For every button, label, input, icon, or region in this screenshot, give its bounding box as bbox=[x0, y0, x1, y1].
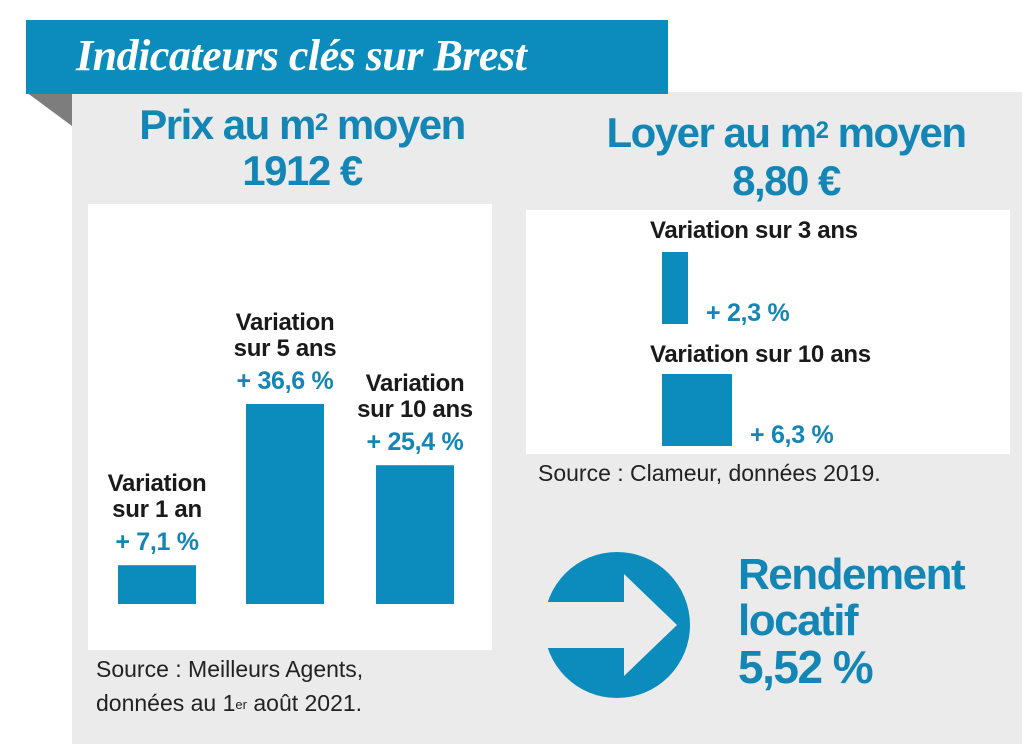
bar-3 bbox=[376, 465, 454, 604]
bar-2 bbox=[246, 404, 324, 604]
prix-heading-sup: 2 bbox=[314, 109, 328, 136]
prix-value: 1912 € bbox=[242, 147, 363, 194]
loyer-heading: Loyer au m2 moyen bbox=[586, 110, 986, 156]
loyer-bar-1 bbox=[662, 252, 688, 324]
bar-1 bbox=[118, 565, 196, 604]
bar-value-label-3: + 25,4 % bbox=[366, 428, 464, 457]
prix-source-line1: Source : Meilleurs Agents, bbox=[96, 656, 364, 682]
loyer-source: Source : Clameur, données 2019. bbox=[538, 460, 881, 486]
loyer-heading-sup: 2 bbox=[815, 117, 829, 144]
arrow-right-circle-icon bbox=[544, 552, 690, 698]
prix-source-line2: données au 1er août 2021. bbox=[96, 686, 362, 720]
bar-category-label-1-2: sur 1 an bbox=[112, 496, 202, 524]
prix-heading: Prix au m2 moyen bbox=[116, 102, 488, 148]
loyer-value-label-2: + 6,3 % bbox=[750, 421, 834, 449]
prix-source-pre: données au 1 bbox=[96, 690, 236, 716]
prix-source-sup: er bbox=[235, 697, 247, 712]
bar-category-label-2-2: sur 5 ans bbox=[233, 335, 337, 362]
loyer-category-label-1: Variation sur 3 ans bbox=[650, 217, 858, 244]
bar-value-label-1: + 7,1 % bbox=[115, 528, 199, 557]
bar-value-label-2: + 36,6 % bbox=[236, 367, 334, 395]
loyer-heading-text: Loyer au m bbox=[606, 109, 818, 156]
rendement-line2: locatif bbox=[738, 596, 859, 645]
bar-category-label-3-1: Variation bbox=[365, 370, 465, 398]
rendement-line1: Rendement bbox=[738, 550, 966, 599]
loyer-heading-tail: moyen bbox=[827, 109, 967, 156]
loyer-value-label-1: + 2,3 % bbox=[706, 299, 790, 327]
page-title: Indicateurs clés sur Brest bbox=[76, 31, 527, 80]
title-banner bbox=[26, 20, 668, 94]
bar-category-label-1-1: Variation bbox=[107, 470, 207, 498]
prix-variation-chart bbox=[118, 404, 454, 604]
rendement-value: 5,52 % bbox=[738, 641, 874, 693]
loyer-chart-box bbox=[526, 210, 1010, 454]
rendement-label: Rendement locatif 5,52 % bbox=[738, 550, 966, 693]
prix-heading-text: Prix au m bbox=[139, 101, 316, 148]
loyer-value: 8,80 € bbox=[732, 157, 841, 204]
prix-source-post: août 2021. bbox=[246, 690, 363, 716]
banner-fold bbox=[26, 92, 72, 126]
bar-category-label-2-1: Variation bbox=[235, 309, 335, 336]
bar-category-label-3-2: sur 10 ans bbox=[357, 396, 473, 424]
loyer-category-label-2: Variation sur 10 ans bbox=[650, 341, 871, 368]
loyer-bar-2 bbox=[662, 374, 732, 446]
prix-chart-box bbox=[88, 204, 492, 650]
prix-heading-tail: moyen bbox=[326, 101, 466, 148]
